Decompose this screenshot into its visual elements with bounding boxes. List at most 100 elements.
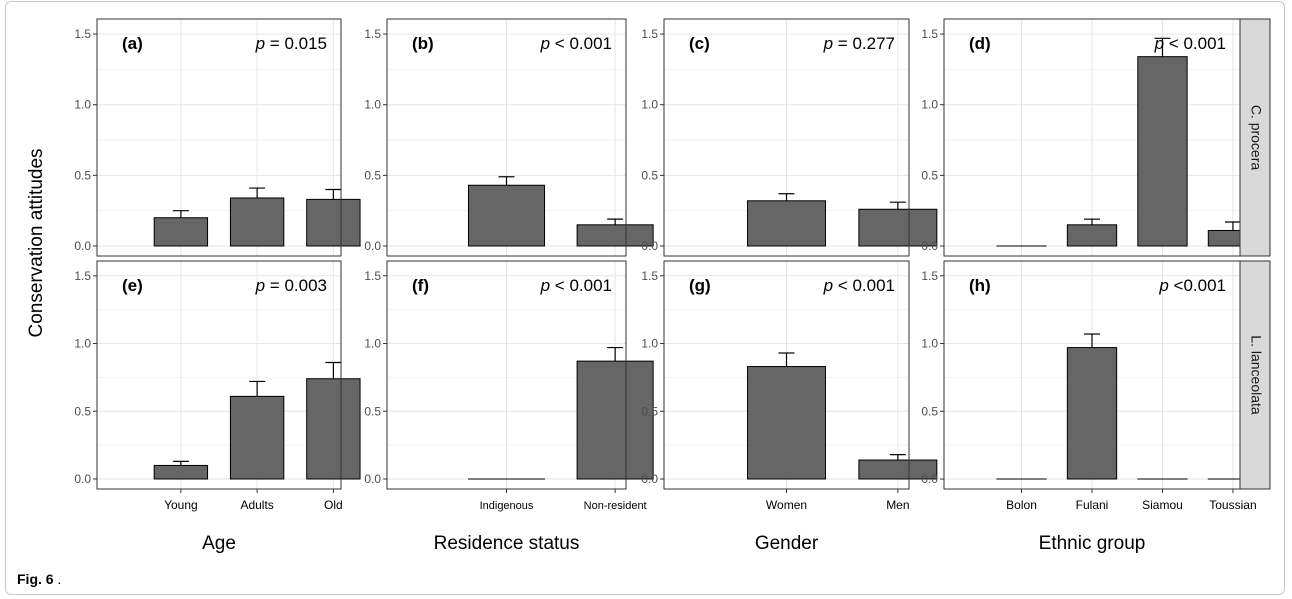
y-tick-label: 1.5 bbox=[74, 269, 91, 283]
x-axis-title: Ethnic group bbox=[1039, 533, 1146, 554]
bar bbox=[1066, 347, 1118, 480]
panel-c: 0.0 0.5 1.0 1.5 (c) p = 0.277 bbox=[641, 18, 938, 257]
panel-border bbox=[96, 18, 342, 257]
y-tick-label: 0.5 bbox=[364, 404, 381, 418]
y-tick-label: 0.0 bbox=[921, 239, 938, 253]
p-symbol: p bbox=[1154, 34, 1164, 53]
bar bbox=[306, 378, 361, 480]
p-value-label: p < 0.001 bbox=[540, 276, 612, 295]
p-symbol: p bbox=[823, 34, 833, 53]
p-value-label: p < 0.001 bbox=[540, 34, 612, 53]
p-value-label: p = 0.277 bbox=[823, 34, 895, 53]
bar bbox=[747, 366, 826, 480]
panel-label: (h) bbox=[969, 276, 991, 295]
p-value-text: < 0.001 bbox=[550, 34, 612, 53]
x-axis-title: Residence status bbox=[434, 533, 580, 554]
y-tick-label: 0.0 bbox=[74, 239, 91, 253]
panel-g: 0.0 0.5 1.0 1.5 (g) p < 0.001 Women Men bbox=[641, 260, 938, 512]
bar bbox=[306, 198, 361, 247]
y-tick-label: 0.5 bbox=[921, 168, 938, 182]
y-tick-label: 1.5 bbox=[921, 269, 938, 283]
panel-label: (d) bbox=[969, 34, 991, 53]
panel-label: (a) bbox=[122, 34, 143, 53]
p-symbol: p bbox=[1158, 276, 1168, 295]
p-symbol: p bbox=[255, 34, 265, 53]
y-tick-label: 0.0 bbox=[641, 239, 658, 253]
y-tick-label: 0.5 bbox=[641, 404, 658, 418]
x-tick-label: Men bbox=[886, 498, 909, 512]
y-tick-label: 1.0 bbox=[921, 337, 938, 351]
panel-label: (c) bbox=[689, 34, 710, 53]
y-tick-label: 0.0 bbox=[364, 239, 381, 253]
p-value-text: = 0.277 bbox=[833, 34, 895, 53]
bar bbox=[858, 208, 938, 247]
panel-a: 0.0 0.5 1.0 1.5 (a) p = 0.015 bbox=[74, 18, 361, 257]
y-tick-label: 0.5 bbox=[364, 168, 381, 182]
x-tick-label: Old bbox=[324, 498, 343, 512]
x-tick-label: Siamou bbox=[1142, 498, 1183, 512]
x-axis-title: Age bbox=[202, 533, 236, 554]
p-value-text: <0.001 bbox=[1169, 276, 1226, 295]
figure-label: Fig. 6 bbox=[17, 571, 54, 587]
p-value-label: p = 0.003 bbox=[255, 276, 327, 295]
y-tick-label: 1.0 bbox=[74, 98, 91, 112]
y-tick-label: 1.5 bbox=[74, 27, 91, 41]
x-tick-label: Adults bbox=[240, 498, 273, 512]
panel-label: (g) bbox=[689, 276, 711, 295]
figure-caption-text: . bbox=[57, 571, 62, 587]
bar bbox=[229, 197, 285, 247]
panel-label: (b) bbox=[412, 34, 434, 53]
x-tick-label: Toussian bbox=[1209, 498, 1256, 512]
panel-d: 0.0 0.5 1.0 1.5 (d) p < 0.001 bbox=[921, 18, 1259, 257]
bar bbox=[153, 464, 209, 480]
bar bbox=[467, 184, 546, 247]
bar bbox=[747, 200, 826, 247]
p-symbol: p bbox=[540, 276, 550, 295]
y-axis-title: Conservation attitudes bbox=[26, 148, 47, 337]
y-tick-label: 1.5 bbox=[364, 269, 381, 283]
panel-border bbox=[386, 18, 627, 257]
panel-border bbox=[663, 18, 910, 257]
p-value-text: < 0.001 bbox=[833, 276, 895, 295]
y-tick-label: 0.5 bbox=[74, 404, 91, 418]
bar bbox=[229, 395, 285, 480]
figure-caption: Fig. 6 . bbox=[17, 571, 61, 587]
y-tick-label: 0.0 bbox=[74, 472, 91, 486]
bar bbox=[153, 217, 209, 247]
y-tick-label: 1.5 bbox=[364, 27, 381, 41]
p-symbol: p bbox=[255, 276, 265, 295]
y-tick-label: 1.0 bbox=[364, 337, 381, 351]
x-tick-label: Indigenous bbox=[480, 500, 534, 512]
p-value-label: p < 0.001 bbox=[823, 276, 895, 295]
p-value-label: p < 0.001 bbox=[1154, 34, 1226, 53]
panel-background bbox=[97, 261, 341, 489]
x-tick-label: Women bbox=[766, 498, 807, 512]
x-tick-label: Fulani bbox=[1076, 498, 1109, 512]
y-tick-label: 1.5 bbox=[921, 27, 938, 41]
panel-border bbox=[96, 260, 342, 490]
x-tick-label: Bolon bbox=[1006, 498, 1037, 512]
panel-label: (f) bbox=[412, 276, 429, 295]
y-tick-label: 0.0 bbox=[641, 472, 658, 486]
panel-e: 0.0 0.5 1.0 1.5 (e) p = 0.003 Young Adults Old bbox=[74, 260, 361, 512]
p-value-text: = 0.003 bbox=[265, 276, 327, 295]
y-tick-label: 1.5 bbox=[641, 269, 658, 283]
panel-background bbox=[97, 19, 341, 256]
y-tick-label: 0.5 bbox=[641, 168, 658, 182]
y-tick-label: 1.0 bbox=[641, 337, 658, 351]
facet-strip-label: L. lanceolata bbox=[1248, 335, 1264, 415]
panel-label: (e) bbox=[122, 276, 143, 295]
bar bbox=[576, 360, 654, 480]
p-symbol: p bbox=[540, 34, 550, 53]
y-tick-label: 1.5 bbox=[641, 27, 658, 41]
y-tick-label: 0.0 bbox=[364, 472, 381, 486]
p-value-text: < 0.001 bbox=[1164, 34, 1226, 53]
p-value-label: p = 0.015 bbox=[255, 34, 327, 53]
y-tick-label: 0.0 bbox=[921, 472, 938, 486]
x-tick-label: Young bbox=[164, 498, 198, 512]
facet-strip bbox=[1239, 18, 1271, 257]
facet-strip bbox=[1239, 260, 1271, 490]
panel-b: 0.0 0.5 1.0 1.5 (b) p < 0.001 bbox=[364, 18, 654, 257]
panel-h: 0.0 0.5 1.0 1.5 (h) p <0.001 Bolon Fulani Siamou… bbox=[921, 260, 1259, 512]
